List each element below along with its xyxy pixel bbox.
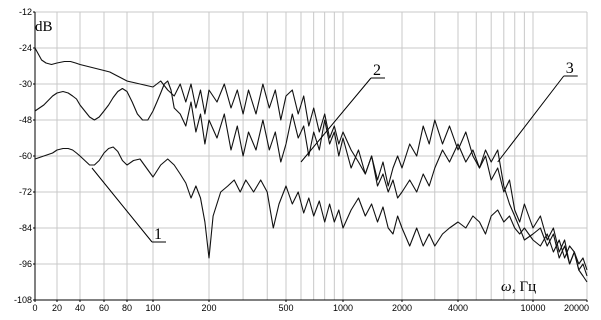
y-tick-label: -60: [19, 151, 32, 161]
y-tick-label: -24: [19, 43, 32, 53]
grid-lines: [34, 11, 588, 301]
x-tick-label: 1000: [333, 303, 353, 313]
x-axis-label-unit: , Гц: [512, 279, 536, 295]
series-line-2: [34, 80, 588, 277]
x-tick-label: 10000: [520, 303, 545, 313]
y-tick-label: -84: [19, 223, 32, 233]
y-axis-label: dB: [35, 19, 53, 35]
y-tick-label: -108: [14, 295, 32, 305]
x-tick-label: 4000: [448, 303, 468, 313]
x-tick-label: 200: [201, 303, 216, 313]
x-tick-label: 500: [278, 303, 293, 313]
x-tick-label: 40: [75, 303, 85, 313]
callout-leader: [91, 167, 153, 243]
x-tick-label: 20: [52, 303, 62, 313]
x-tick-label: 80: [122, 303, 132, 313]
x-tick-label: 0: [32, 303, 37, 313]
x-tick-label: 2000: [392, 303, 412, 313]
series-line-3: [34, 47, 588, 283]
callout-leader: [300, 77, 372, 163]
callout-label-1: 1: [154, 226, 162, 243]
y-tick-label: -96: [19, 259, 32, 269]
y-tick-label: -30: [19, 79, 32, 89]
y-tick-label: -12: [19, 7, 32, 17]
x-tick-label: 100: [145, 303, 160, 313]
callout-leader: [497, 75, 565, 163]
x-tick-labels: 0 20 40 60 80 100 200 500 1000 2000 4000 10000 20000: [32, 300, 589, 313]
series-lines: [34, 47, 588, 283]
x-tick-label: 60: [99, 303, 109, 313]
y-tick-label: -72: [19, 187, 32, 197]
callout-label-3: 3: [566, 60, 574, 77]
y-tick-labels: -12 -24 -30 -48 -60 -72 -84 -96 -108: [14, 7, 35, 305]
y-tick-label: -48: [19, 115, 32, 125]
series-line-1: [34, 146, 588, 271]
callouts: 2 3 1: [91, 60, 578, 243]
x-axis-label-symbol: ω: [501, 279, 512, 295]
callout-label-2: 2: [373, 62, 381, 79]
x-tick-label: 20000: [564, 303, 589, 313]
